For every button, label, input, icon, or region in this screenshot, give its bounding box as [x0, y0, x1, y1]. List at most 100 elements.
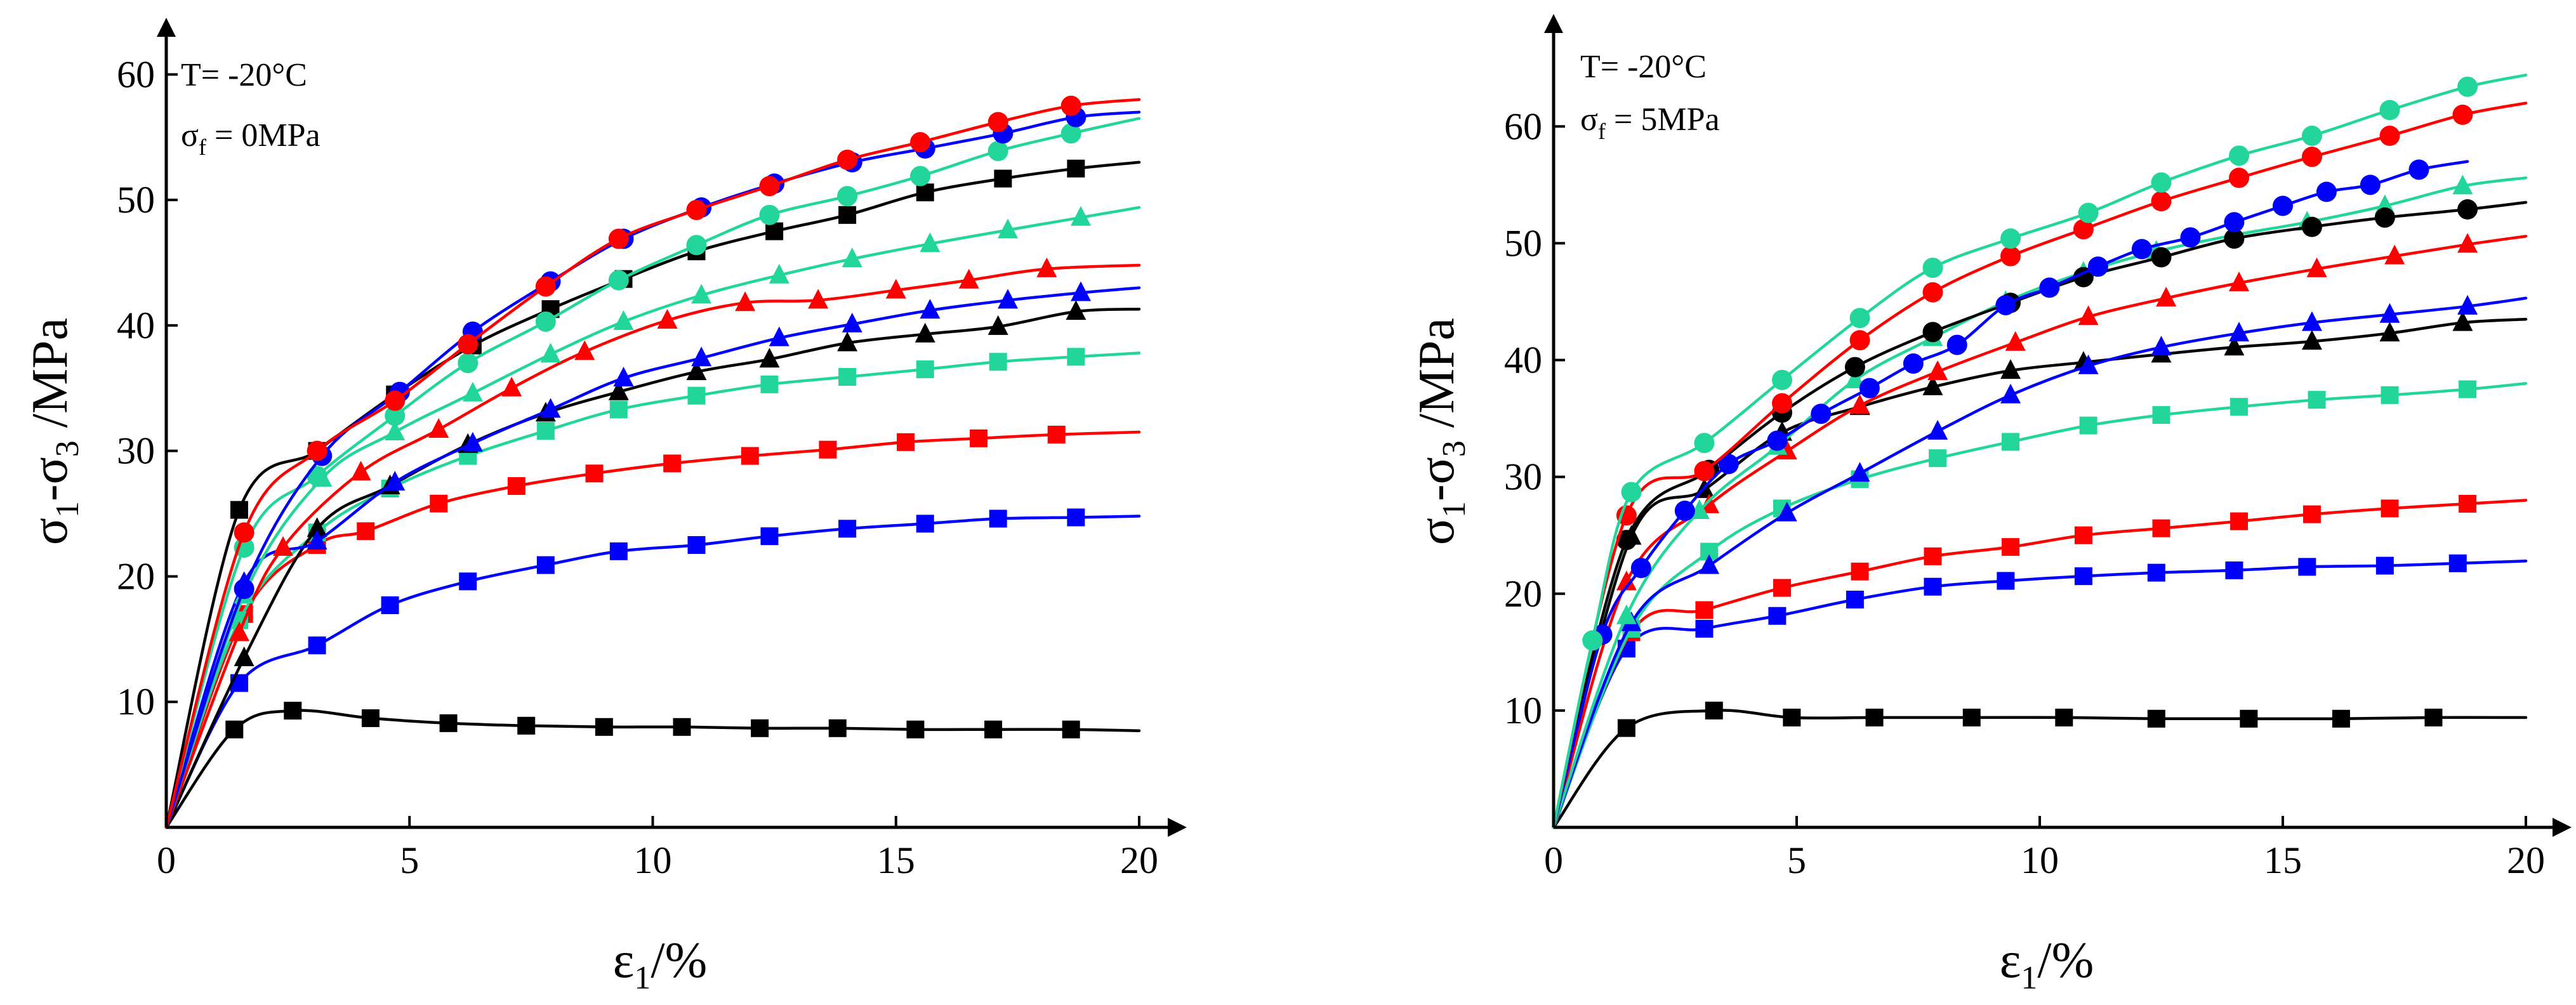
marker-right-black-circle-10 [2301, 216, 2322, 237]
marker-left-blue-triangle-10 [920, 299, 941, 319]
y-tick-label-left-50: 50 [117, 179, 155, 221]
marker-right-red-triangle-7 [2078, 305, 2099, 325]
marker-left-black-square-low-6 [595, 718, 613, 736]
series-line-right-green-circle [1552, 74, 2528, 829]
marker-right-red-triangle-5 [1927, 360, 1948, 380]
x-tick-label-right-0: 0 [1544, 839, 1563, 881]
marker-right-black-triangle-5 [1922, 375, 1943, 395]
marker-right-black-square-low-3 [1783, 708, 1801, 726]
marker-left-black-square-high-1 [230, 501, 248, 519]
x-title-sym-left: ε [613, 933, 635, 989]
marker-left-red-square-6 [585, 464, 604, 483]
marker-right-green-circle-8 [2078, 202, 2099, 223]
series-left-red-triangle [164, 257, 1141, 829]
series-line-left-black-triangle [164, 307, 1141, 829]
marker-left-green-triangle-11 [998, 218, 1019, 239]
marker-right-red-circle-1 [1616, 505, 1637, 526]
marker-left-black-triangle-2 [307, 517, 327, 537]
y-tick-label-right-20: 20 [1504, 573, 1542, 615]
marker-left-black-square-low-2 [284, 702, 302, 720]
series-left-blue-square [164, 508, 1141, 829]
marker-right-blue-triangle-10 [2301, 311, 2322, 331]
marker-left-red-circle-10 [910, 132, 931, 153]
marker-left-green-circle-5 [535, 311, 556, 332]
marker-left-red-square-3 [357, 522, 375, 541]
marker-left-black-triangle-10 [915, 322, 935, 343]
marker-left-blue-square-9 [838, 520, 857, 538]
marker-right-blue-circle-14 [2180, 227, 2201, 248]
marker-left-black-triangle-12 [1066, 300, 1087, 320]
series-line-right-red-triangle [1552, 235, 2528, 829]
series-left-black-square-low [164, 702, 1141, 829]
marker-left-red-circle-4 [458, 334, 479, 355]
marker-left-blue-square-5 [536, 556, 555, 574]
marker-right-green-square-12 [2459, 380, 2477, 398]
annotation-confining-right: σf = 5MPa [1580, 102, 1720, 144]
marker-right-red-circle-9 [2229, 168, 2250, 188]
marker-right-blue-triangle-12 [2457, 294, 2478, 315]
marker-right-red-square-9 [2230, 512, 2249, 530]
marker-left-green-triangle-5 [540, 343, 561, 363]
marker-right-black-triangle-9 [2224, 336, 2245, 356]
marker-left-red-circle-5 [535, 276, 556, 297]
marker-left-black-square-high-9 [838, 206, 857, 224]
marker-left-green-square-10 [916, 360, 934, 379]
marker-left-green-square-9 [838, 367, 857, 386]
x-axis-title-right: ε1/% [2000, 933, 2094, 996]
marker-left-blue-square-4 [459, 572, 477, 591]
marker-left-green-triangle-3 [385, 421, 406, 440]
x-tick-label-right-15: 15 [2264, 839, 2302, 881]
annotation-sub-left: f [199, 135, 206, 160]
marker-right-red-square-7 [2074, 526, 2092, 544]
marker-left-black-triangle-6 [608, 380, 629, 400]
x-tick-label-right-20: 20 [2507, 839, 2545, 881]
marker-left-red-triangle-2 [272, 535, 293, 556]
x-axis-title-left: ε1/% [613, 933, 707, 996]
marker-right-green-square-7 [2079, 416, 2097, 435]
marker-right-blue-circle-15 [2224, 212, 2245, 233]
x-title-rest-right: /% [2037, 933, 2094, 989]
marker-right-red-circle-11 [2379, 126, 2400, 147]
marker-right-blue-circle-7 [1859, 378, 1880, 398]
marker-left-blue-square-8 [760, 527, 779, 546]
marker-right-red-circle-6 [2000, 246, 2021, 266]
marker-right-black-circle-5 [1922, 322, 1943, 343]
series-line-right-blue-circle [1552, 160, 2469, 829]
x-tick-label-left-10: 10 [634, 839, 672, 881]
marker-right-blue-triangle-5 [1927, 419, 1948, 440]
marker-left-red-square-5 [507, 477, 525, 496]
marker-right-green-square-9 [2230, 398, 2249, 416]
marker-left-red-square-10 [897, 433, 915, 451]
marker-right-green-circle-5 [1849, 308, 1870, 329]
marker-right-green-square-11 [2381, 386, 2399, 404]
marker-right-red-circle-8 [2151, 191, 2172, 212]
y-tick-label-left-30: 30 [117, 430, 155, 472]
marker-left-blue-triangle-9 [842, 312, 862, 332]
marker-left-blue-square-11 [989, 509, 1007, 528]
series-line-left-blue-square [164, 515, 1141, 829]
marker-right-red-triangle-10 [2306, 257, 2327, 277]
marker-left-red-circle-8 [759, 176, 780, 197]
marker-left-black-square-low-7 [673, 718, 691, 736]
marker-left-green-triangle-6 [613, 310, 634, 330]
y-axis-title-left: σ1-σ3 /MPa [22, 318, 86, 545]
marker-right-red-square-4 [1851, 562, 1869, 581]
marker-right-green-square-10 [2308, 391, 2326, 409]
marker-left-red-triangle-6 [574, 340, 595, 360]
marker-right-blue-circle-11 [2039, 277, 2060, 298]
marker-right-black-circle-9 [2224, 228, 2245, 249]
x-title-rest-left: /% [651, 933, 707, 989]
marker-right-green-triangle-4 [1844, 368, 1865, 388]
marker-left-red-square-9 [819, 440, 837, 459]
y-tick-label-left-60: 60 [117, 53, 155, 95]
marker-left-blue-square-7 [687, 536, 706, 554]
marker-left-red-triangle-11 [958, 268, 979, 289]
marker-right-blue-circle-12 [2087, 256, 2108, 277]
annotation-sym-right: σ [1580, 102, 1598, 138]
annotation-value-left: = 0MPa [206, 117, 320, 154]
marker-left-blue-square-2 [308, 636, 326, 655]
marker-right-blue-square-4 [1846, 590, 1864, 608]
series-line-left-green-square [164, 351, 1141, 829]
y-title-sub1-left: 1 [50, 501, 86, 518]
marker-left-green-circle-6 [608, 270, 629, 291]
